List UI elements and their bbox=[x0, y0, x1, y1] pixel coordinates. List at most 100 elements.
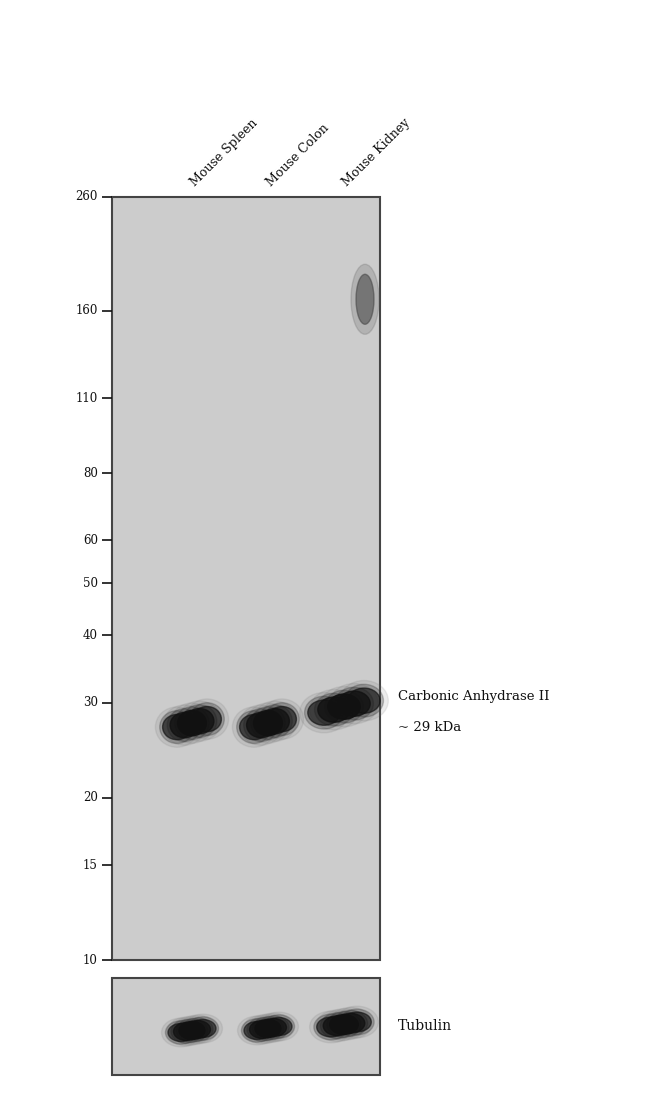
Ellipse shape bbox=[320, 1012, 355, 1038]
Ellipse shape bbox=[308, 700, 340, 726]
Text: Carbonic Anhydrase II: Carbonic Anhydrase II bbox=[398, 690, 549, 702]
Ellipse shape bbox=[327, 1011, 361, 1037]
Ellipse shape bbox=[182, 1018, 213, 1042]
Text: Tubulin: Tubulin bbox=[398, 1019, 452, 1034]
Ellipse shape bbox=[237, 1016, 276, 1045]
Ellipse shape bbox=[176, 1019, 207, 1043]
Ellipse shape bbox=[179, 1021, 205, 1039]
Ellipse shape bbox=[348, 688, 380, 713]
Ellipse shape bbox=[244, 709, 278, 741]
Ellipse shape bbox=[335, 1006, 378, 1038]
Ellipse shape bbox=[246, 703, 290, 744]
Ellipse shape bbox=[340, 1009, 374, 1035]
Text: 60: 60 bbox=[83, 534, 98, 547]
Ellipse shape bbox=[258, 1016, 289, 1039]
Text: 160: 160 bbox=[75, 305, 98, 317]
Ellipse shape bbox=[162, 715, 191, 739]
Ellipse shape bbox=[338, 691, 370, 717]
Ellipse shape bbox=[330, 1015, 358, 1035]
Ellipse shape bbox=[309, 1011, 352, 1043]
Ellipse shape bbox=[305, 697, 343, 729]
Ellipse shape bbox=[241, 1019, 272, 1043]
Ellipse shape bbox=[333, 1010, 368, 1036]
Ellipse shape bbox=[254, 701, 296, 741]
Ellipse shape bbox=[243, 1015, 282, 1044]
Text: 80: 80 bbox=[83, 467, 98, 479]
Ellipse shape bbox=[323, 1016, 352, 1036]
Ellipse shape bbox=[185, 699, 229, 739]
Ellipse shape bbox=[170, 703, 214, 744]
Ellipse shape bbox=[328, 694, 360, 719]
Ellipse shape bbox=[329, 1007, 372, 1039]
Ellipse shape bbox=[233, 707, 276, 747]
Ellipse shape bbox=[314, 1014, 348, 1039]
Ellipse shape bbox=[255, 1019, 281, 1037]
Ellipse shape bbox=[167, 1017, 206, 1046]
Ellipse shape bbox=[254, 710, 282, 736]
Ellipse shape bbox=[266, 1017, 292, 1036]
Ellipse shape bbox=[174, 1023, 200, 1040]
Ellipse shape bbox=[251, 707, 285, 739]
Ellipse shape bbox=[166, 1020, 196, 1044]
Ellipse shape bbox=[246, 712, 276, 738]
Ellipse shape bbox=[335, 688, 374, 720]
Ellipse shape bbox=[261, 1018, 287, 1036]
Ellipse shape bbox=[320, 687, 369, 727]
Ellipse shape bbox=[178, 701, 221, 741]
Ellipse shape bbox=[259, 1012, 298, 1040]
Ellipse shape bbox=[239, 704, 283, 745]
Ellipse shape bbox=[263, 1015, 294, 1038]
Ellipse shape bbox=[192, 707, 222, 731]
Ellipse shape bbox=[250, 1020, 276, 1038]
Ellipse shape bbox=[171, 1020, 202, 1043]
Ellipse shape bbox=[330, 683, 378, 724]
Text: 260: 260 bbox=[75, 190, 98, 204]
Ellipse shape bbox=[315, 693, 354, 726]
Ellipse shape bbox=[261, 709, 289, 734]
Ellipse shape bbox=[182, 704, 217, 737]
Text: 10: 10 bbox=[83, 953, 98, 967]
FancyBboxPatch shape bbox=[112, 978, 380, 1075]
Ellipse shape bbox=[155, 707, 199, 747]
Text: 110: 110 bbox=[76, 392, 98, 405]
Ellipse shape bbox=[351, 264, 379, 334]
Ellipse shape bbox=[356, 274, 374, 325]
Ellipse shape bbox=[175, 707, 209, 739]
Ellipse shape bbox=[172, 1016, 211, 1045]
Ellipse shape bbox=[340, 681, 388, 721]
Text: ~ 29 kDa: ~ 29 kDa bbox=[398, 720, 462, 734]
Ellipse shape bbox=[322, 1009, 365, 1040]
Ellipse shape bbox=[254, 1014, 293, 1042]
Ellipse shape bbox=[268, 707, 296, 731]
Ellipse shape bbox=[187, 1017, 218, 1040]
Text: Mouse Spleen: Mouse Spleen bbox=[188, 116, 260, 189]
Ellipse shape bbox=[265, 702, 299, 736]
Ellipse shape bbox=[167, 709, 202, 741]
FancyBboxPatch shape bbox=[112, 197, 380, 960]
Ellipse shape bbox=[336, 1014, 365, 1033]
Ellipse shape bbox=[178, 1015, 217, 1044]
Ellipse shape bbox=[309, 690, 358, 730]
Ellipse shape bbox=[261, 699, 304, 739]
Ellipse shape bbox=[183, 1014, 222, 1043]
Ellipse shape bbox=[185, 709, 214, 734]
Ellipse shape bbox=[190, 702, 224, 736]
Text: Mouse Kidney: Mouse Kidney bbox=[340, 116, 413, 189]
Ellipse shape bbox=[163, 704, 206, 745]
Ellipse shape bbox=[257, 704, 292, 737]
Text: 40: 40 bbox=[83, 628, 98, 642]
Ellipse shape bbox=[244, 1021, 270, 1039]
Ellipse shape bbox=[252, 1017, 283, 1040]
Ellipse shape bbox=[248, 1014, 287, 1043]
Ellipse shape bbox=[344, 684, 383, 717]
Ellipse shape bbox=[318, 697, 350, 722]
Ellipse shape bbox=[185, 1020, 211, 1038]
Text: Mouse Colon: Mouse Colon bbox=[264, 121, 332, 189]
Ellipse shape bbox=[247, 1018, 278, 1042]
Ellipse shape bbox=[170, 712, 199, 738]
Text: 20: 20 bbox=[83, 791, 98, 804]
Ellipse shape bbox=[324, 690, 363, 724]
Ellipse shape bbox=[177, 710, 207, 736]
Ellipse shape bbox=[316, 1010, 359, 1042]
Ellipse shape bbox=[168, 1024, 194, 1042]
